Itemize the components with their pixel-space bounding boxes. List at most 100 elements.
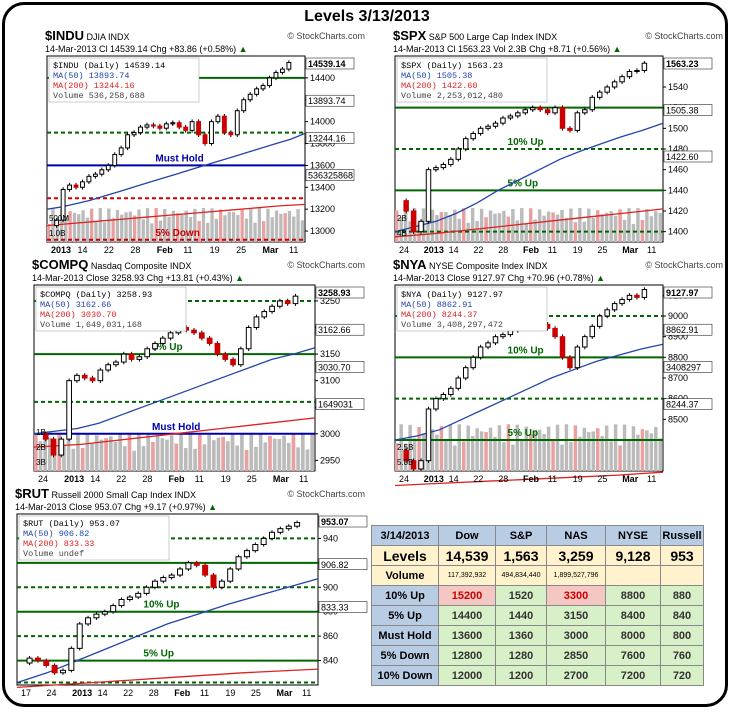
x-tick-label: 14 <box>449 474 459 484</box>
value-tag-label: 3408297 <box>666 362 701 372</box>
volume-bar <box>497 425 502 471</box>
volume-bar <box>546 426 551 471</box>
volume-bar <box>150 223 154 242</box>
volume-bar <box>636 208 640 242</box>
candle-body <box>492 122 499 127</box>
candle-body <box>604 309 610 317</box>
volume-bar <box>115 209 120 242</box>
x-tick-label: Mar <box>622 474 639 484</box>
x-tick-label: Mar <box>276 688 293 698</box>
volume-bar <box>551 212 555 242</box>
x-tick-label: 24 <box>399 474 409 484</box>
quote-line: 14-Mar-2013 Close 953.07 Chg +9.17 (+0.9… <box>15 502 365 512</box>
volume-bar <box>90 443 94 471</box>
row-label: Levels <box>371 545 439 566</box>
table-cell: 3300 <box>546 585 606 606</box>
y-tick-label: 3250 <box>320 296 340 306</box>
volume-bar <box>596 210 600 242</box>
candle-body <box>418 220 424 233</box>
value-tag-label: 3030.70 <box>318 362 351 372</box>
volume-tick-label: 3B <box>36 458 46 467</box>
x-tick-label: 17 <box>21 688 31 698</box>
volume-tick-label: 2B <box>397 214 407 223</box>
table-row: 5% Up 14400 1440 3150 8400 840 <box>371 605 704 626</box>
table-cell <box>660 565 704 586</box>
table-cell: 12000 <box>438 665 496 686</box>
candle-body <box>641 62 648 71</box>
y-tick-label: 8800 <box>668 352 688 362</box>
candle-body <box>433 167 439 171</box>
volume-bar <box>395 443 399 471</box>
y-tick-label: 14400 <box>310 73 335 83</box>
volume-bar <box>176 213 180 242</box>
candle-body <box>218 580 225 588</box>
quote-line: 14-Mar-2013 Close 9127.97 Chg +70.96 (+0… <box>393 273 723 283</box>
candle-body <box>144 348 151 358</box>
candle-body <box>485 342 491 348</box>
value-tag-label: 8862.91 <box>666 325 699 335</box>
candle-body <box>131 132 137 136</box>
value-tag-label: 14539.14 <box>308 59 346 69</box>
volume-bar <box>560 444 564 471</box>
watermark: © StockCharts.com <box>287 260 365 270</box>
x-tick-label: 14 <box>90 474 100 484</box>
volume-bar <box>52 440 57 471</box>
volume-bar <box>249 432 254 471</box>
y-tick-label: 1440 <box>668 185 688 195</box>
candle-body <box>202 134 208 145</box>
volume-bar <box>286 442 291 471</box>
table-cell: 7200 <box>605 665 661 686</box>
volume-bar <box>533 429 537 471</box>
volume-bar <box>43 436 48 471</box>
symbol-label: $COMPQ <box>32 257 89 272</box>
x-tick-label: 2013 <box>424 245 444 255</box>
table-cell: 720 <box>660 665 704 686</box>
x-tick-label: 14 <box>98 688 108 698</box>
volume-bar <box>444 211 448 242</box>
volume-bar <box>296 209 300 242</box>
legend-entry: $INDU (Daily) 14539.14 <box>53 61 165 71</box>
table-cell: 9,128 <box>605 545 661 566</box>
table-cell: 1280 <box>495 645 547 666</box>
volume-bar <box>249 208 253 242</box>
volume-bar <box>270 217 274 242</box>
volume-bar <box>180 213 184 242</box>
candle-body <box>522 109 529 114</box>
volume-bar <box>183 448 188 471</box>
volume-bar <box>76 432 80 471</box>
volume-bar <box>102 222 107 242</box>
chart-panel-nya: $NYA NYSE Composite Index INDX © StockCha… <box>393 257 723 487</box>
legend-entry: MA(200) 8244.37 <box>401 310 478 320</box>
volume-bar <box>479 431 484 471</box>
volume-bar <box>493 436 497 471</box>
chart-header: $SPX S&P 500 Large Cap Index INDX © Stock… <box>393 28 723 43</box>
volume-bar <box>90 208 94 242</box>
candle-body <box>267 77 272 87</box>
volume-bar <box>479 208 484 242</box>
value-tag-label: 13893.74 <box>308 96 346 106</box>
candle-body <box>189 121 195 131</box>
index-name: Russell 2000 Small Cap Index INDX <box>48 490 197 500</box>
candle-body <box>596 91 603 98</box>
volume-bar <box>631 426 636 471</box>
volume-bar <box>448 215 453 242</box>
volume-bar <box>219 209 223 242</box>
volume-bar <box>296 447 300 471</box>
value-tag <box>315 323 365 336</box>
level-label: Must Hold <box>152 422 200 433</box>
x-tick-label: 11 <box>289 245 298 255</box>
volume-bar <box>193 448 197 471</box>
volume-bar <box>287 210 292 242</box>
price-chart-svg: 84086088090092094010% Up5% Up$RUT (Daily… <box>16 513 368 698</box>
volume-bar <box>146 434 151 471</box>
volume-bar <box>475 221 479 242</box>
quote-line: 14-Mar-2013 Cl 14539.14 Chg +83.86 (+0.5… <box>45 44 365 54</box>
volume-bar <box>257 208 261 242</box>
level-label: Must Hold <box>155 153 203 164</box>
volume-tick-label: 2B <box>36 443 46 452</box>
legend-entry: MA(50) 8862.91 <box>401 300 472 310</box>
table-header-row: 3/14/2013 Dow S&P NAS NYSE Russell <box>371 525 704 546</box>
candle-body <box>222 353 229 360</box>
